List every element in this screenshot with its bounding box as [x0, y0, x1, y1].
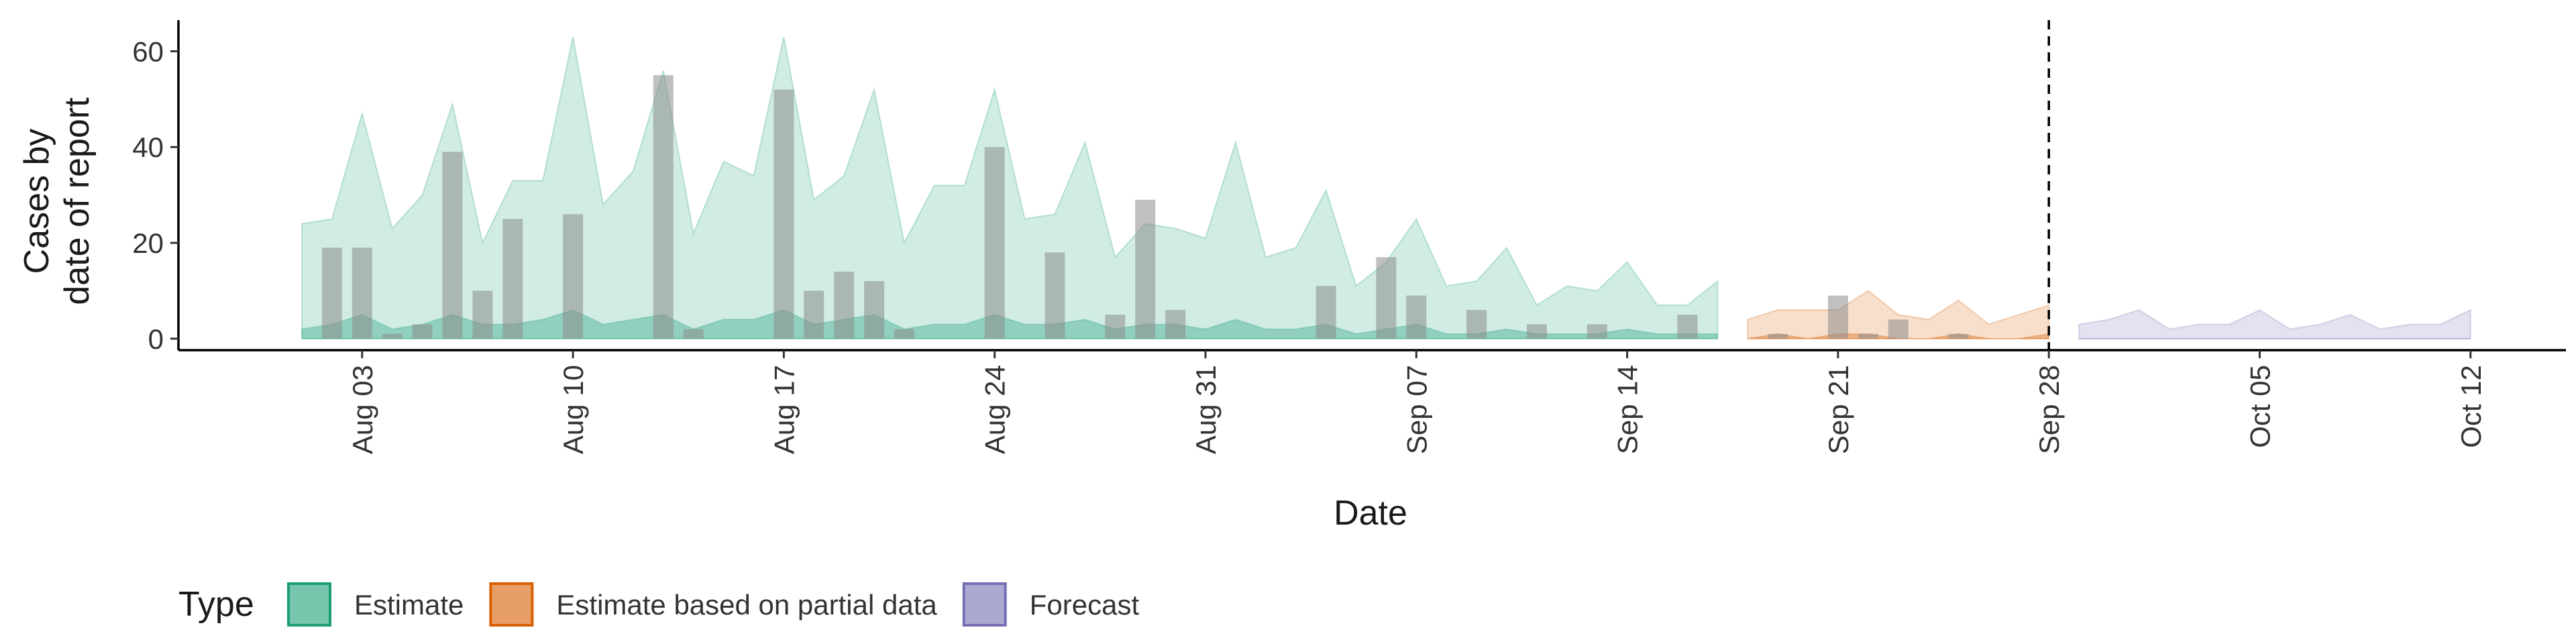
bar [864, 281, 885, 339]
x-tick-label: Sep 21 [1823, 365, 1854, 454]
ribbon [1748, 333, 2050, 339]
y-tick-label: 0 [148, 323, 164, 355]
bar [1376, 257, 1397, 339]
bar [1044, 252, 1065, 339]
legend-label: Estimate based on partial data [556, 589, 937, 621]
bar [1316, 286, 1336, 339]
bar [472, 290, 493, 339]
legend-label: Forecast [1030, 589, 1140, 621]
bar [1105, 315, 1126, 339]
y-axis-title-line: Cases by [17, 129, 56, 274]
y-tick-label: 20 [132, 227, 164, 259]
bar [1466, 310, 1487, 339]
bar [382, 333, 402, 339]
y-tick-label: 40 [132, 131, 164, 163]
legend-swatch [287, 582, 331, 627]
bar [1768, 333, 1788, 339]
bar [321, 248, 342, 339]
x-tick-label: Oct 05 [2245, 365, 2276, 448]
x-tick-label: Sep 28 [2033, 365, 2065, 454]
x-tick-label: Aug 03 [347, 365, 378, 454]
bar [653, 75, 674, 339]
bar [1135, 199, 1156, 339]
bar [1677, 315, 1698, 339]
x-tick-label: Sep 07 [1401, 365, 1432, 454]
bar [1948, 333, 1969, 339]
legend-title: Type [178, 585, 254, 624]
x-tick-label: Aug 24 [979, 365, 1011, 454]
x-tick-label: Aug 10 [557, 365, 589, 454]
bar [834, 271, 855, 339]
bar [1587, 324, 1607, 339]
bar [1406, 295, 1427, 339]
x-tick-label: Sep 14 [1612, 365, 1644, 454]
y-axis-title-line: date of report [58, 97, 97, 305]
bar [352, 248, 372, 339]
legend-swatch [962, 582, 1007, 627]
x-tick-label: Aug 31 [1190, 365, 1222, 454]
bar [502, 219, 523, 339]
y-tick-label: 60 [132, 36, 164, 67]
bar [1165, 310, 1186, 339]
bar [1888, 319, 1909, 339]
bar [984, 147, 1005, 339]
bar [804, 290, 824, 339]
legend-swatch [489, 582, 534, 627]
bar [773, 89, 794, 339]
bar [563, 214, 584, 339]
legend-label: Estimate [354, 589, 464, 621]
bar [442, 152, 463, 339]
bar [1827, 295, 1848, 339]
x-tick-label: Oct 12 [2455, 365, 2487, 448]
bar [1858, 333, 1878, 339]
bar [412, 324, 433, 339]
bar [894, 329, 914, 339]
x-axis-title: Date [1334, 494, 1407, 533]
ribbon [2078, 309, 2471, 339]
bar [1526, 324, 1547, 339]
x-tick-label: Aug 17 [768, 365, 800, 454]
bar [683, 329, 704, 339]
